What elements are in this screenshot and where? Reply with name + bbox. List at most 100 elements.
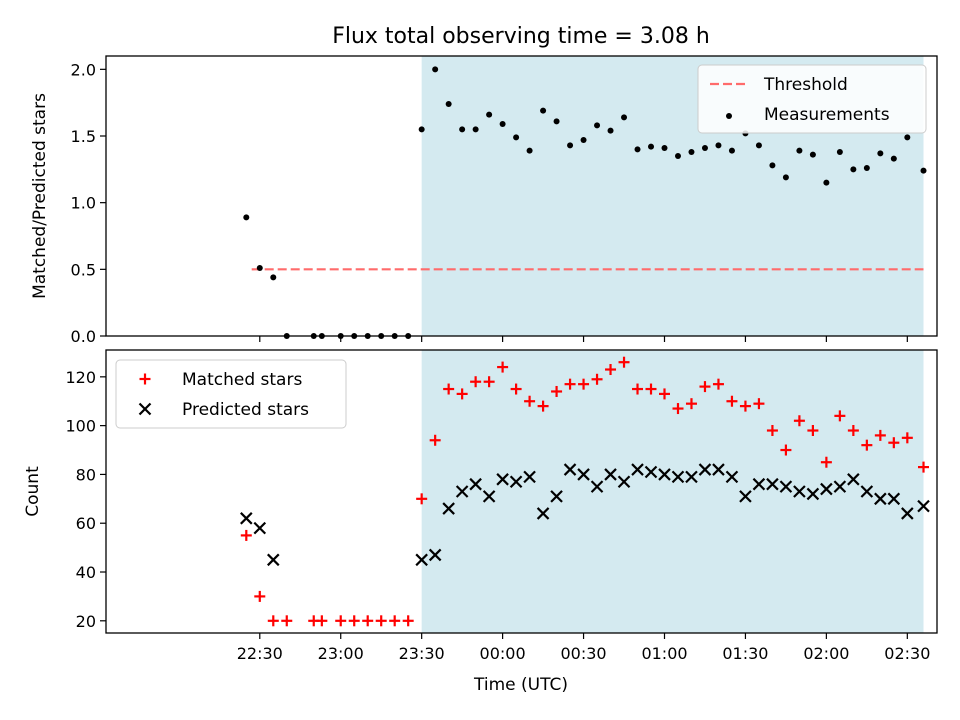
predicted-star-point xyxy=(779,480,793,493)
y-axis: 0.0 0.5 1.0 1.5 2.0 xyxy=(71,60,106,346)
matched-star-point xyxy=(551,385,563,397)
predicted-star-point xyxy=(860,485,874,498)
cross-stroke-b xyxy=(725,470,739,484)
matched-star-point xyxy=(362,615,374,627)
cross-stroke-b xyxy=(752,477,766,491)
y-tick-label: 20 xyxy=(76,612,96,631)
measurement-point xyxy=(499,121,506,127)
legend-box xyxy=(697,64,927,134)
measurement-point xyxy=(674,153,681,159)
predicted-star-point xyxy=(415,553,428,567)
predicted-star-point xyxy=(698,463,712,476)
matched-star-point xyxy=(888,437,900,449)
series-measurements xyxy=(243,66,927,339)
measurement-point xyxy=(526,147,533,154)
measurement-point xyxy=(755,142,762,149)
cross-stroke-b xyxy=(644,465,658,479)
predicted-star-point xyxy=(671,470,685,484)
matched-star-point xyxy=(847,425,859,437)
matched-star-point xyxy=(699,381,711,393)
cross-stroke-b xyxy=(428,548,442,562)
predicted-star-point xyxy=(240,512,253,525)
matched-star-point xyxy=(861,439,873,451)
cross-stroke-b xyxy=(739,490,752,503)
matched-star-point xyxy=(335,615,347,627)
measurement-point xyxy=(270,274,277,281)
matched-star-point xyxy=(739,400,751,412)
y-axis: 20 40 60 80 100 120 xyxy=(65,368,106,631)
predicted-star-point xyxy=(617,475,631,489)
x-tick-label: 02:00 xyxy=(803,644,849,663)
measurement-point xyxy=(890,155,897,162)
x-tick-label: 00:30 xyxy=(561,644,607,663)
matched-star-point xyxy=(901,432,913,444)
axes-frame xyxy=(105,55,938,337)
measurement-point xyxy=(256,265,263,271)
predicted-star-point xyxy=(901,507,914,520)
chart-title: Flux total observing time = 3.08 h xyxy=(332,24,710,49)
matched-star-point xyxy=(389,615,401,627)
x-tick-label: 23:30 xyxy=(399,644,445,663)
cross-stroke-b xyxy=(806,487,820,501)
cross-stroke-b xyxy=(496,473,509,486)
legend: Matched stars Predicted stars xyxy=(115,359,347,429)
predicted-star-point xyxy=(631,463,644,476)
cross-stroke-b xyxy=(847,473,860,486)
measurement-point xyxy=(715,142,722,149)
matched-star-point xyxy=(793,415,805,427)
measurement-point xyxy=(580,137,587,143)
predicted-star-point xyxy=(509,475,523,489)
legend-matched-swatch xyxy=(139,373,151,385)
matched-star-point xyxy=(874,429,886,441)
legend-entry-label: Threshold xyxy=(763,75,848,95)
y-tick-label: 60 xyxy=(76,514,96,533)
matched-star-point xyxy=(766,425,778,437)
x-tick-label: 23:00 xyxy=(318,644,364,663)
cross-stroke-b xyxy=(698,463,712,476)
matched-star-point xyxy=(402,615,414,627)
cross-stroke-b xyxy=(442,502,455,515)
cross-stroke-b xyxy=(509,475,523,489)
cross-stroke-b xyxy=(712,463,725,476)
predicted-star-point xyxy=(766,477,779,491)
cross-stroke-b xyxy=(536,507,550,520)
predicted-star-point xyxy=(644,465,658,479)
measurement-point xyxy=(472,126,479,133)
y-axis-label: Count xyxy=(23,466,43,517)
predicted-star-point xyxy=(590,480,604,493)
predicted-star-point xyxy=(496,473,509,486)
matched-star-point xyxy=(483,376,495,388)
predicted-star-point xyxy=(455,485,469,498)
measurement-point xyxy=(836,149,843,155)
cross-stroke-b xyxy=(469,477,482,491)
predicted-star-point xyxy=(874,492,887,506)
measurement-point xyxy=(567,142,574,149)
matched-star-point xyxy=(712,378,724,390)
cross-stroke-b xyxy=(253,521,267,535)
x-tick-label: 22:30 xyxy=(237,644,283,663)
predicted-star-point xyxy=(685,470,698,484)
matched-star-point xyxy=(564,378,576,390)
legend-predicted-swatch xyxy=(138,402,152,416)
predicted-star-point xyxy=(577,468,590,481)
cross-stroke-b xyxy=(833,480,847,493)
matched-star-point xyxy=(470,376,482,388)
predicted-star-point xyxy=(712,463,725,476)
y-axis-label: Matched/Predicted stars xyxy=(30,93,50,299)
matched-star-point xyxy=(820,456,832,468)
y-tick-label: 0.0 xyxy=(71,327,96,346)
legend-entry-label: Measurements xyxy=(764,105,890,125)
matched-star-point xyxy=(537,400,549,412)
matched-star-point xyxy=(524,395,536,407)
measurement-point xyxy=(432,66,439,73)
y-tick-label: 40 xyxy=(76,563,96,582)
matched-star-point xyxy=(645,383,657,395)
predicted-star-point xyxy=(847,473,860,486)
predicted-star-point xyxy=(469,477,482,491)
measurement-point xyxy=(782,174,789,181)
cross-stroke-b xyxy=(267,553,280,567)
predicted-star-point xyxy=(725,470,739,484)
cross-stroke-b xyxy=(523,470,536,484)
x-axis: 22:30 23:00 23:30 00:00 00:30 01:00 01:30 02:00… xyxy=(237,633,930,663)
predicted-star-point xyxy=(917,499,930,513)
